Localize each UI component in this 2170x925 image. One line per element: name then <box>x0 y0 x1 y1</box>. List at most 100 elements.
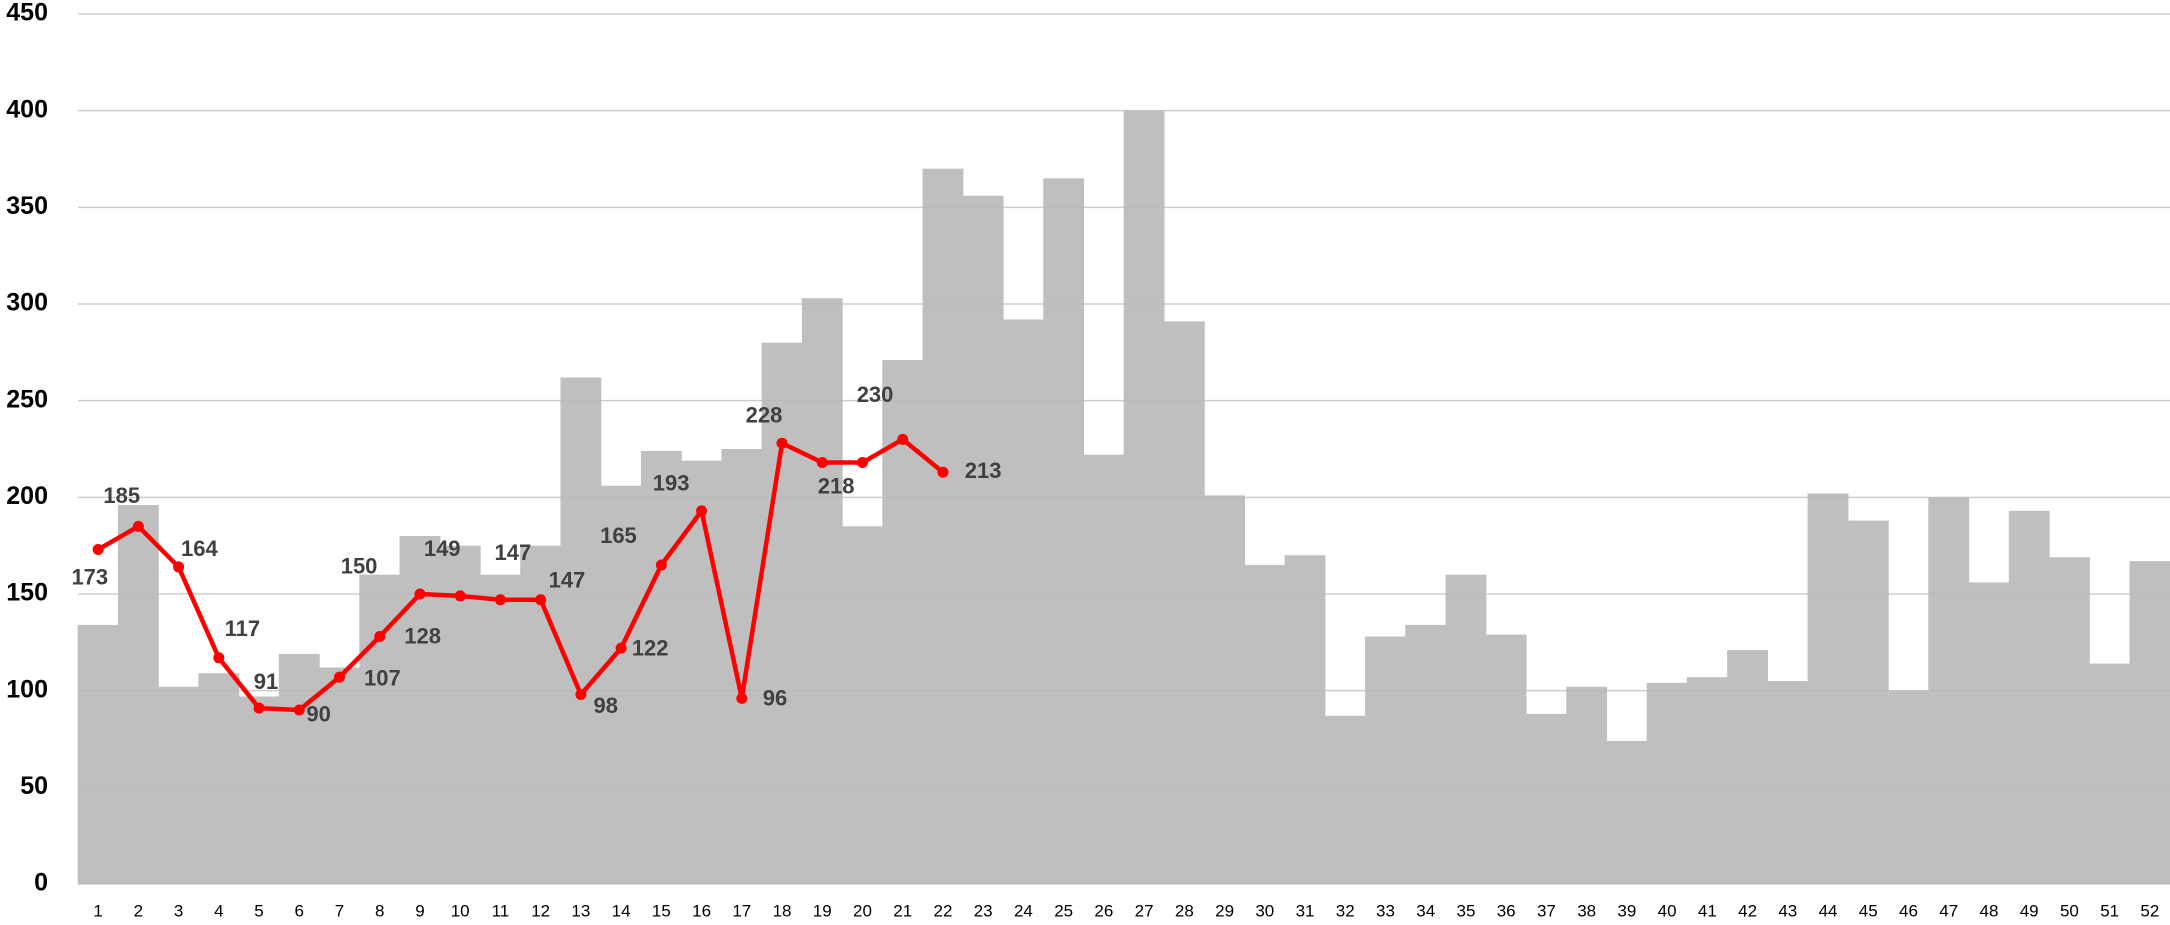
bar <box>962 195 1004 884</box>
bar <box>1003 319 1044 884</box>
line-marker <box>937 466 949 478</box>
y-tick-label: 450 <box>6 0 48 27</box>
bar <box>560 377 602 884</box>
bar <box>801 298 843 884</box>
data-label: 173 <box>71 564 108 589</box>
x-tick-label: 33 <box>1376 901 1395 920</box>
line-marker <box>696 505 708 517</box>
line <box>96 437 945 713</box>
x-tick-label: 5 <box>254 901 263 920</box>
x-tick-label: 26 <box>1094 901 1113 920</box>
data-label: 213 <box>965 458 1002 483</box>
line-marker <box>655 559 667 571</box>
bar <box>1163 321 1205 884</box>
x-tick-label: 50 <box>2060 901 2079 920</box>
line-marker <box>334 671 345 683</box>
x-tick-label: 23 <box>974 901 993 920</box>
x-tick-label: 43 <box>1778 901 1797 920</box>
bar <box>761 342 803 885</box>
data-label: 107 <box>364 666 401 691</box>
data-label: 193 <box>653 470 690 495</box>
line-marker <box>253 702 265 714</box>
bar <box>1405 624 1447 884</box>
line-marker <box>213 652 225 664</box>
data-label: 98 <box>594 693 618 718</box>
bar <box>1485 634 1527 884</box>
line-marker <box>454 590 466 602</box>
line-marker <box>897 433 909 445</box>
line-marker <box>293 704 305 716</box>
line-marker <box>615 642 627 654</box>
data-label: 185 <box>103 483 140 508</box>
x-tick-label: 40 <box>1658 901 1677 920</box>
x-tick-label: 14 <box>612 901 631 920</box>
data-label: 90 <box>306 701 330 726</box>
line-marker <box>575 689 587 701</box>
y-tick-label: 150 <box>6 579 48 607</box>
x-tick-label: 12 <box>531 901 550 920</box>
x-tick-label: 11 <box>492 901 510 920</box>
bar <box>600 485 642 884</box>
y-tick-label: 300 <box>6 289 48 317</box>
bar <box>359 574 401 884</box>
x-tick-label: 36 <box>1497 901 1516 920</box>
line-marker <box>132 520 144 532</box>
x-tick-label: 19 <box>813 901 832 920</box>
x-tick-label: 24 <box>1014 901 1033 920</box>
line-marker <box>816 457 828 469</box>
x-tick-label: 8 <box>375 901 384 920</box>
bar <box>1968 582 2010 884</box>
line-marker <box>776 437 788 449</box>
bar <box>2089 663 2131 884</box>
bar <box>1767 681 1809 884</box>
x-tick-label: 44 <box>1819 901 1838 920</box>
data-label: 165 <box>600 523 637 548</box>
x-tick-label: 30 <box>1255 901 1274 920</box>
data-label: 147 <box>549 568 586 593</box>
bar <box>319 667 360 884</box>
x-tick-label: 35 <box>1457 901 1476 920</box>
bar <box>399 536 441 884</box>
bar <box>1324 715 1366 884</box>
bar <box>278 653 320 884</box>
bar <box>158 686 199 884</box>
bar <box>842 526 883 884</box>
x-tick-label: 17 <box>732 901 751 920</box>
data-label: 164 <box>181 536 218 561</box>
bar <box>1445 574 1487 884</box>
bar <box>640 450 682 884</box>
y-tick-label: 350 <box>6 192 48 220</box>
bar <box>1928 497 1970 884</box>
x-tick-label: 48 <box>1980 901 1999 920</box>
x-tick-label: 22 <box>934 901 953 920</box>
data-label: 128 <box>404 624 441 649</box>
x-tick-label: 29 <box>1215 901 1234 920</box>
x-tick-label: 31 <box>1296 901 1315 920</box>
data-label: 150 <box>341 554 378 579</box>
x-tick-label: 42 <box>1738 901 1757 920</box>
x-tick-label: 51 <box>2100 901 2119 920</box>
bar <box>1204 495 1245 884</box>
bar <box>117 505 159 884</box>
line-marker <box>736 692 748 704</box>
bar <box>681 460 722 884</box>
x-tick-label: 1 <box>93 901 102 920</box>
data-label: 149 <box>424 536 461 561</box>
bar <box>1807 493 1849 884</box>
x-tick-label: 47 <box>1939 901 1958 920</box>
x-tick-label: 7 <box>335 901 344 920</box>
bar <box>480 574 521 884</box>
x-tick-label: 34 <box>1416 901 1435 920</box>
bar <box>1284 555 1326 884</box>
data-label: 122 <box>632 635 669 660</box>
x-tick-label: 45 <box>1859 901 1878 920</box>
bar <box>1123 110 1165 884</box>
x-tick-label: 4 <box>214 901 223 920</box>
y-tick-label: 100 <box>6 675 48 703</box>
data-label: 117 <box>225 616 261 641</box>
data-label: 228 <box>746 403 783 428</box>
bar <box>1244 565 1286 884</box>
x-tick-label: 39 <box>1617 901 1636 920</box>
x-tick-label: 32 <box>1336 901 1355 920</box>
